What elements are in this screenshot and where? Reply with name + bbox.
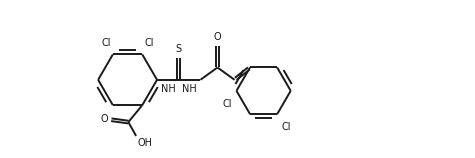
Text: O: O bbox=[214, 32, 221, 42]
Text: S: S bbox=[176, 44, 182, 54]
Text: Cl: Cl bbox=[222, 98, 232, 109]
Text: NH: NH bbox=[182, 84, 197, 94]
Text: O: O bbox=[101, 114, 108, 124]
Text: OH: OH bbox=[138, 138, 152, 148]
Text: Cl: Cl bbox=[282, 122, 291, 132]
Text: Cl: Cl bbox=[101, 37, 111, 48]
Text: Cl: Cl bbox=[144, 37, 154, 48]
Text: NH: NH bbox=[161, 84, 175, 94]
